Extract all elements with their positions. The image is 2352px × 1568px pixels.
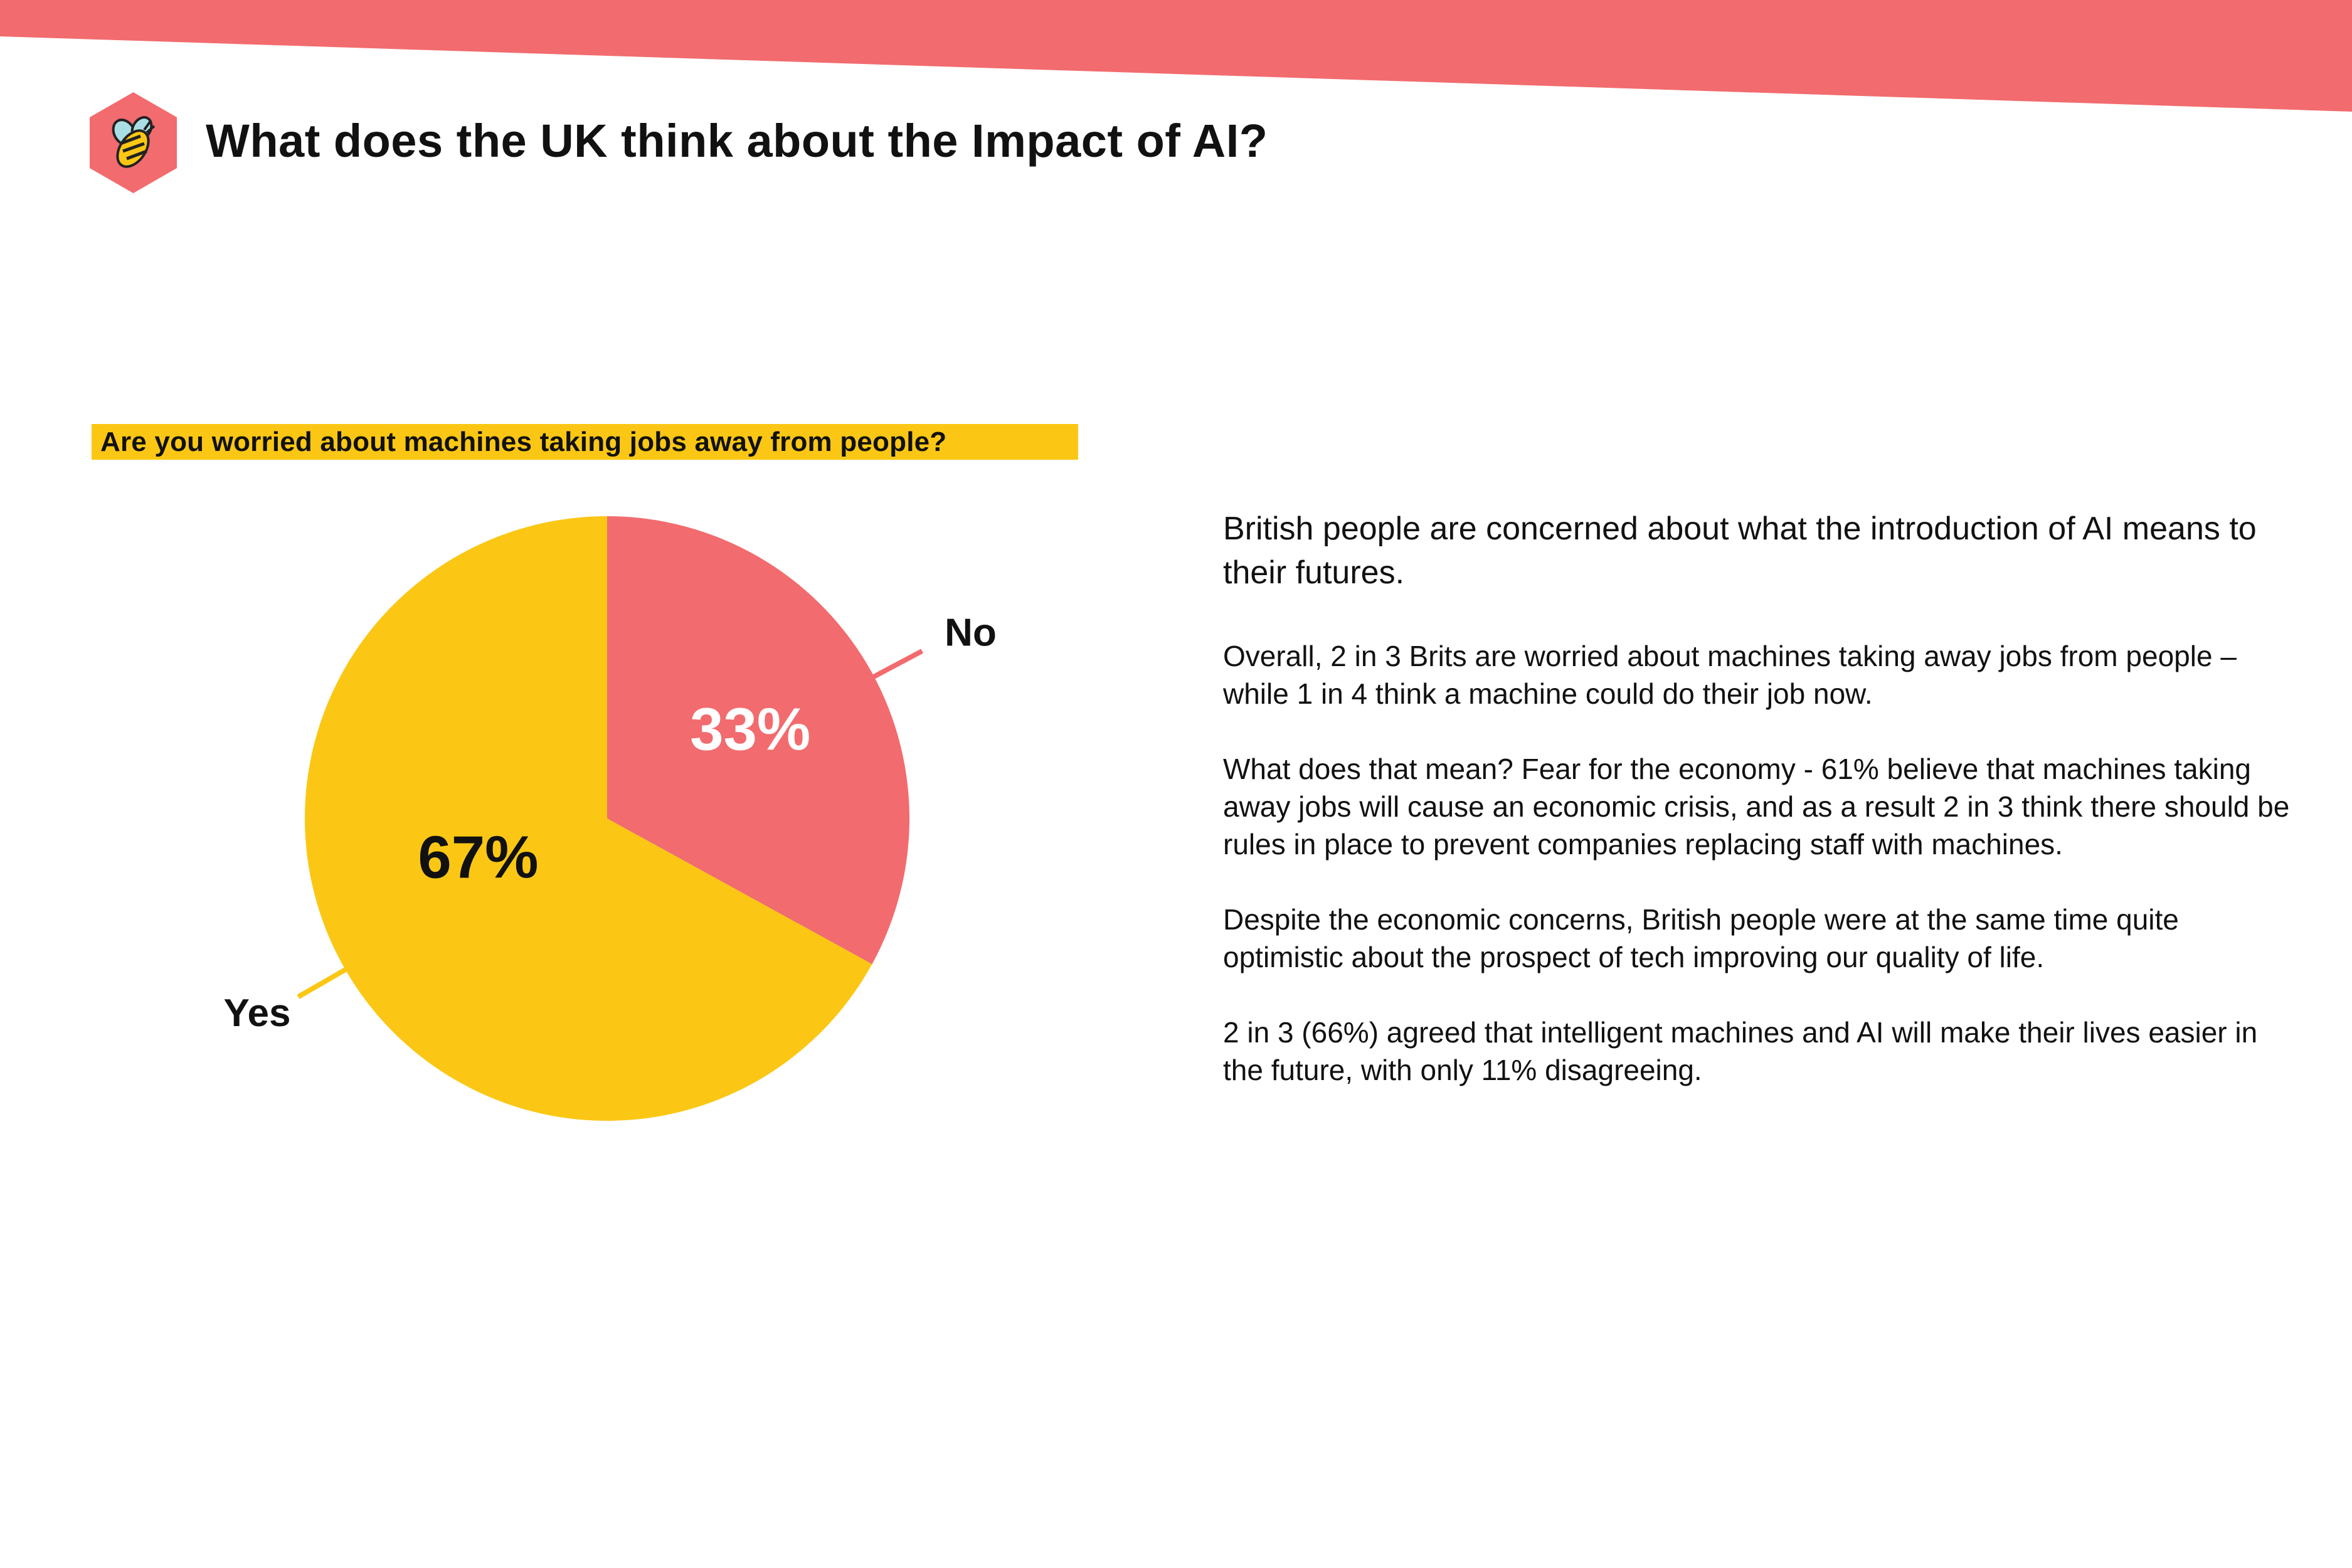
chart-title: Are you worried about machines taking jo… xyxy=(92,424,1078,460)
article-lead: British people are concerned about what … xyxy=(1223,511,2257,591)
page-title: What does the UK think about the Impact … xyxy=(206,115,1268,167)
article-paragraph: 2 in 3 (66%) agreed that intelligent mac… xyxy=(1223,1016,2258,1086)
bee-hexagon-icon xyxy=(90,92,177,193)
category-label-no: No xyxy=(945,611,997,654)
leader-line-no xyxy=(867,649,924,682)
category-label-yes: Yes xyxy=(224,992,291,1035)
leader-line-yes xyxy=(297,964,352,999)
data-label-no: 33% xyxy=(690,696,810,763)
article: British people are concerned about what … xyxy=(1223,507,2302,1126)
pie-slice-no xyxy=(607,516,910,965)
article-paragraph: Overall, 2 in 3 Brits are worried about … xyxy=(1223,640,2237,710)
article-paragraph: Despite the economic concerns, British p… xyxy=(1223,903,2179,973)
pie-chart: 33% 67% No Yes xyxy=(224,516,997,1121)
top-banner xyxy=(0,0,2352,112)
article-paragraph: What does that mean? Fear for the econom… xyxy=(1223,753,2290,861)
banner-shape xyxy=(0,0,2352,112)
pie-slice-yes xyxy=(305,516,872,1121)
data-label-yes: 67% xyxy=(418,824,538,891)
